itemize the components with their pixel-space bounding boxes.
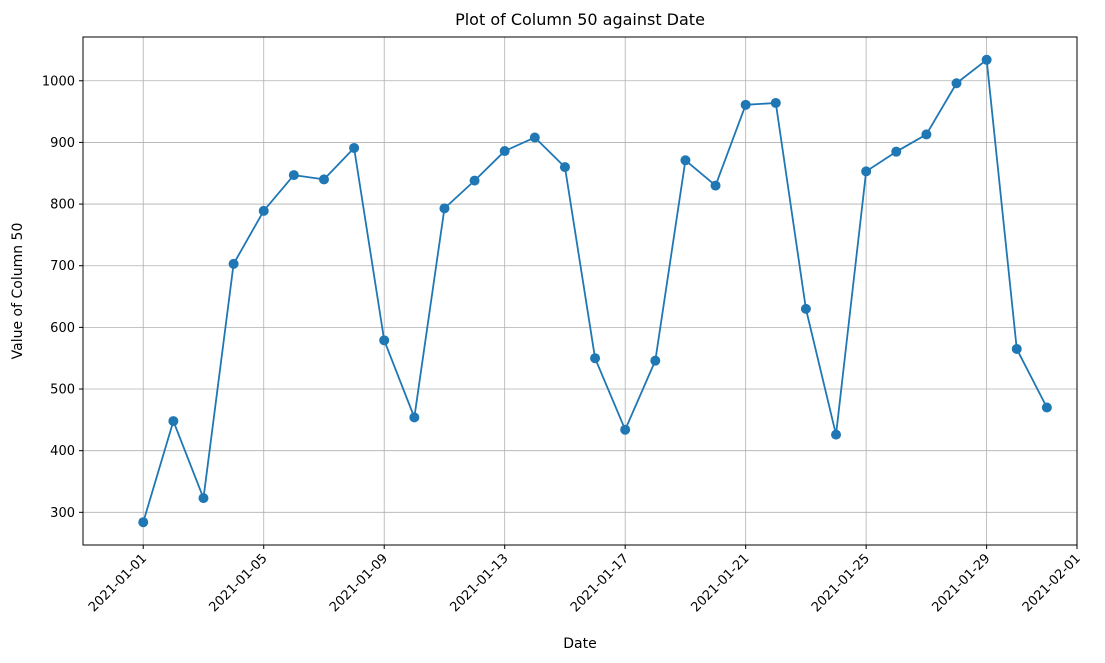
data-point xyxy=(891,146,902,157)
y-tick-label: 700 xyxy=(50,259,75,274)
data-point xyxy=(439,203,450,214)
y-tick-label: 400 xyxy=(50,444,75,459)
x-tick-label: 2021-01-13 xyxy=(447,551,511,615)
data-point xyxy=(680,155,691,166)
plot-area-frame xyxy=(82,36,1078,546)
grid-lines xyxy=(83,37,1078,545)
data-point xyxy=(258,205,269,216)
y-axis-label: Value of Column 50 xyxy=(10,223,26,360)
x-tick-label: 2021-01-21 xyxy=(688,551,752,615)
data-point xyxy=(529,132,540,143)
chart-title: Plot of Column 50 against Date xyxy=(455,10,705,29)
data-point xyxy=(138,517,149,528)
data-point xyxy=(1011,343,1022,354)
data-point xyxy=(710,180,721,191)
y-tick-label: 900 xyxy=(50,136,75,151)
y-tick-label: 600 xyxy=(50,321,75,336)
y-tick-label: 1000 xyxy=(42,74,75,89)
data-point xyxy=(800,303,811,314)
data-point xyxy=(770,97,781,108)
data-point xyxy=(590,353,601,364)
data-point xyxy=(228,258,239,269)
x-tick-label: 2021-01-01 xyxy=(86,551,150,615)
y-tick-label: 500 xyxy=(50,383,75,398)
x-tick-label: 2021-01-09 xyxy=(327,551,391,615)
data-point xyxy=(861,166,872,177)
data-point xyxy=(349,142,360,153)
y-tick-label: 300 xyxy=(50,506,75,521)
data-point xyxy=(379,335,390,346)
data-point xyxy=(318,174,329,185)
data-point xyxy=(921,129,932,140)
data-series xyxy=(138,54,1052,528)
data-point xyxy=(620,424,631,435)
data-point xyxy=(1041,402,1052,413)
x-tick-label: 2021-02-01 xyxy=(1020,551,1084,615)
data-point xyxy=(168,416,179,427)
data-point xyxy=(650,355,661,366)
data-point xyxy=(288,170,299,181)
x-axis-label: Date xyxy=(563,636,596,652)
x-tick-label: 2021-01-17 xyxy=(568,551,632,615)
x-axis: 2021-01-01 2021-01-05 2021-01-09 2021-01-13… xyxy=(86,545,1084,615)
data-point xyxy=(981,54,992,65)
x-tick-label: 2021-01-25 xyxy=(809,551,873,615)
data-point xyxy=(740,99,751,110)
x-tick-label: 2021-01-05 xyxy=(207,551,271,615)
data-point xyxy=(469,175,480,186)
y-axis: 300 400 500 600 700 800 900 1000 xyxy=(42,74,83,521)
series-line xyxy=(142,58,1048,523)
x-tick-label: 2021-01-29 xyxy=(929,551,993,615)
data-point xyxy=(559,162,570,173)
data-point xyxy=(499,146,510,157)
data-point xyxy=(198,493,209,504)
data-point xyxy=(951,78,962,89)
data-point xyxy=(409,412,420,423)
y-tick-label: 800 xyxy=(50,198,75,213)
data-point xyxy=(831,429,842,440)
